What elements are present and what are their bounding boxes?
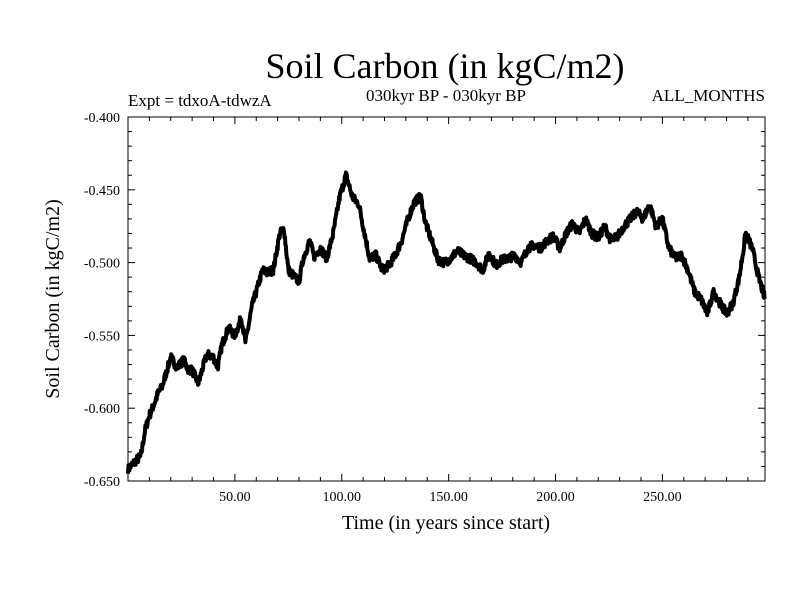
plot-frame (127, 116, 766, 482)
subtitle-period: 030kyr BP - 030kyr BP (366, 86, 526, 105)
x-axis-label: Time (in years since start) (342, 512, 550, 534)
minor-ticks (128, 117, 765, 481)
chart-title: Soil Carbon (in kgC/m2) (266, 46, 625, 86)
y-axis: -0.400 -0.450 -0.500 -0.550 -0.600 -0.650 (84, 111, 765, 490)
subtitle-months: ALL_MONTHS (652, 86, 765, 105)
x-tick-label: 100.00 (323, 490, 362, 505)
x-axis: 50.00 100.00 150.00 200.00 250.00 (219, 117, 682, 505)
y-tick-label: -0.650 (84, 475, 120, 490)
subtitle-experiment: Expt = tdxoA-tdwzA (128, 91, 272, 110)
y-axis-label: Soil Carbon (in kgC/m2) (42, 199, 64, 398)
x-tick-label: 150.00 (429, 490, 468, 505)
x-tick-label: 250.00 (643, 490, 682, 505)
x-tick-label: 50.00 (219, 490, 251, 505)
y-tick-label: -0.400 (84, 111, 120, 126)
y-tick-label: -0.450 (84, 184, 120, 199)
soil-carbon-series-line (126, 170, 767, 474)
y-tick-label: -0.600 (84, 402, 120, 417)
y-tick-label: -0.500 (84, 257, 120, 272)
x-tick-label: 200.00 (536, 490, 575, 505)
y-tick-label: -0.550 (84, 329, 120, 344)
